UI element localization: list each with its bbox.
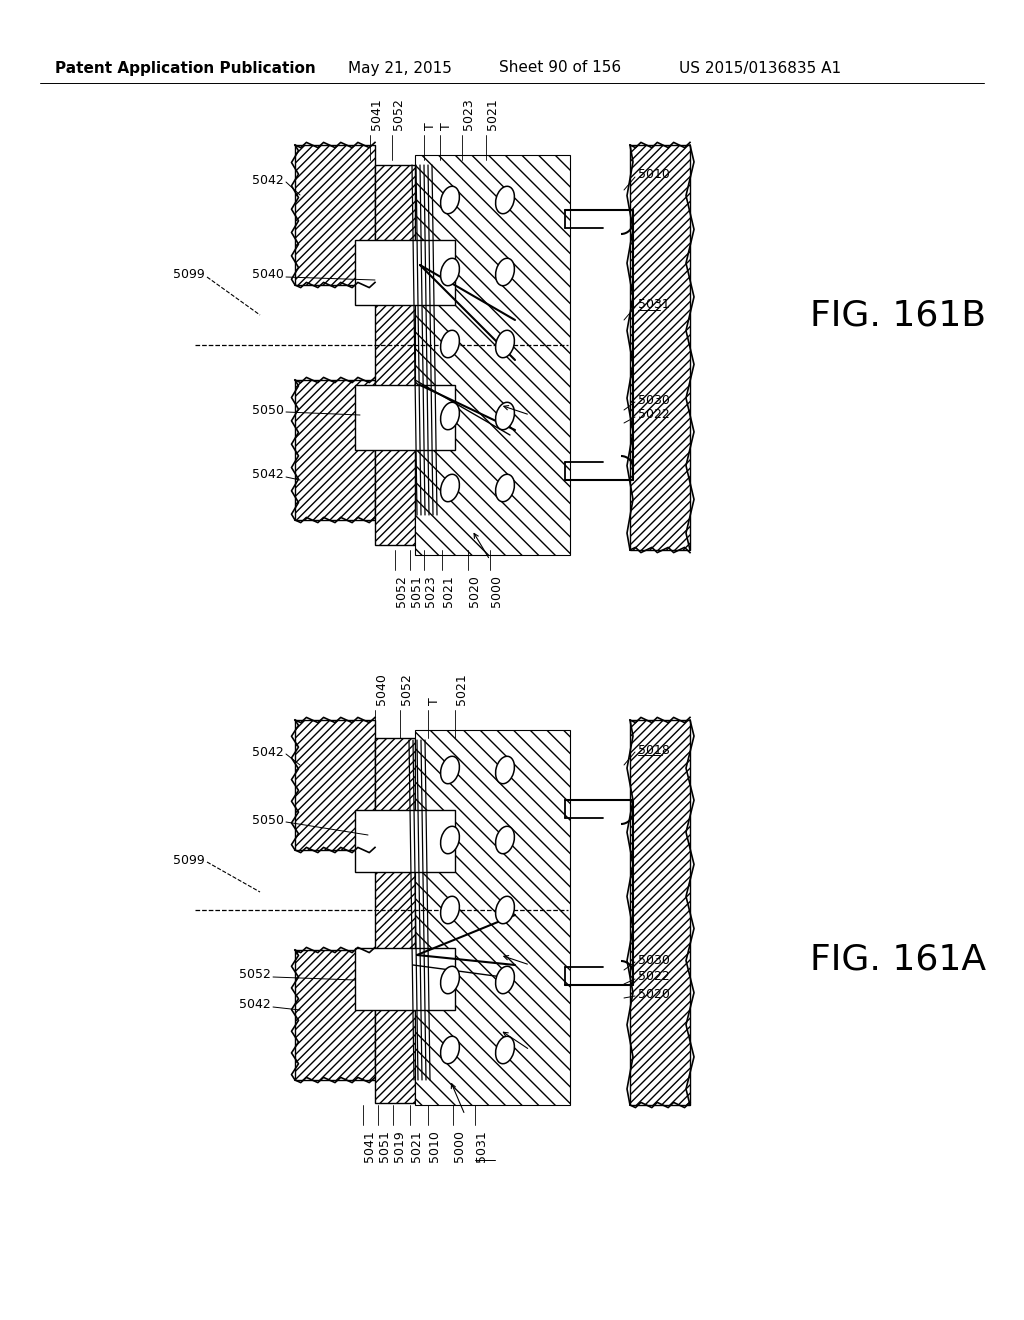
Bar (355, 240, 455, 305)
Bar (295, 145, 375, 285)
Text: Patent Application Publication: Patent Application Publication (54, 61, 315, 75)
Text: 5052: 5052 (240, 969, 271, 982)
Text: 5050: 5050 (252, 813, 284, 826)
Text: 5022: 5022 (638, 408, 670, 421)
Text: 5023: 5023 (424, 576, 437, 607)
Ellipse shape (496, 474, 514, 502)
Ellipse shape (440, 1036, 460, 1064)
Ellipse shape (496, 403, 514, 430)
Ellipse shape (496, 896, 514, 924)
Bar (295, 380, 375, 520)
Text: T: T (440, 123, 453, 129)
Text: 5031: 5031 (638, 298, 670, 312)
Bar (415, 154, 570, 554)
Text: 5041: 5041 (370, 98, 383, 129)
Bar (355, 948, 455, 1010)
Text: 5021: 5021 (410, 1130, 423, 1162)
Ellipse shape (496, 756, 514, 784)
Ellipse shape (496, 966, 514, 994)
Text: 5031: 5031 (475, 1130, 488, 1162)
Ellipse shape (440, 966, 460, 994)
Bar (630, 145, 690, 550)
Text: 5042: 5042 (240, 998, 271, 1011)
Text: 5052: 5052 (400, 673, 413, 705)
Text: 5042: 5042 (252, 746, 284, 759)
Text: 5010: 5010 (428, 1130, 441, 1162)
Text: 5050: 5050 (252, 404, 284, 417)
Text: 5018: 5018 (638, 743, 670, 756)
Text: 5040: 5040 (375, 673, 388, 705)
Text: 5042: 5042 (252, 173, 284, 186)
Text: 5042: 5042 (252, 469, 284, 482)
Text: 5020: 5020 (638, 987, 670, 1001)
Text: 5019: 5019 (393, 1130, 406, 1162)
Text: 5051: 5051 (378, 1130, 391, 1162)
Text: 5052: 5052 (392, 98, 406, 129)
Ellipse shape (496, 1036, 514, 1064)
Text: 5010: 5010 (638, 169, 670, 181)
Ellipse shape (496, 259, 514, 285)
Text: FIG. 161A: FIG. 161A (810, 942, 986, 977)
Text: May 21, 2015: May 21, 2015 (348, 61, 452, 75)
Bar (375, 165, 415, 545)
Text: FIG. 161B: FIG. 161B (810, 298, 986, 333)
Ellipse shape (440, 330, 460, 358)
Bar (375, 738, 415, 1104)
Ellipse shape (496, 186, 514, 214)
Bar (295, 950, 375, 1080)
Text: 5041: 5041 (362, 1130, 376, 1162)
Ellipse shape (440, 826, 460, 854)
Bar (295, 719, 375, 850)
Text: 5000: 5000 (453, 1130, 466, 1162)
Text: 5052: 5052 (395, 576, 408, 607)
Bar (630, 719, 690, 1105)
Text: T: T (428, 697, 441, 705)
Text: US 2015/0136835 A1: US 2015/0136835 A1 (679, 61, 841, 75)
Text: Sheet 90 of 156: Sheet 90 of 156 (499, 61, 622, 75)
Text: 5020: 5020 (468, 576, 481, 607)
Bar (355, 385, 455, 450)
Text: 5099: 5099 (173, 854, 205, 866)
Bar (415, 730, 570, 1105)
Text: 5000: 5000 (490, 576, 503, 607)
Ellipse shape (440, 474, 460, 502)
Ellipse shape (440, 403, 460, 430)
Text: 5030: 5030 (638, 393, 670, 407)
Ellipse shape (440, 756, 460, 784)
Ellipse shape (440, 259, 460, 285)
Bar (355, 810, 455, 873)
Text: 5022: 5022 (638, 970, 670, 983)
Text: 5040: 5040 (252, 268, 284, 281)
Ellipse shape (496, 330, 514, 358)
Text: 5021: 5021 (455, 673, 468, 705)
Ellipse shape (496, 826, 514, 854)
Text: T: T (424, 123, 437, 129)
Text: 5051: 5051 (410, 576, 423, 607)
Ellipse shape (440, 896, 460, 924)
Text: 5021: 5021 (442, 576, 455, 607)
Text: 5021: 5021 (486, 98, 499, 129)
Text: 5023: 5023 (462, 98, 475, 129)
Text: 5099: 5099 (173, 268, 205, 281)
Ellipse shape (440, 186, 460, 214)
Text: 5030: 5030 (638, 953, 670, 966)
